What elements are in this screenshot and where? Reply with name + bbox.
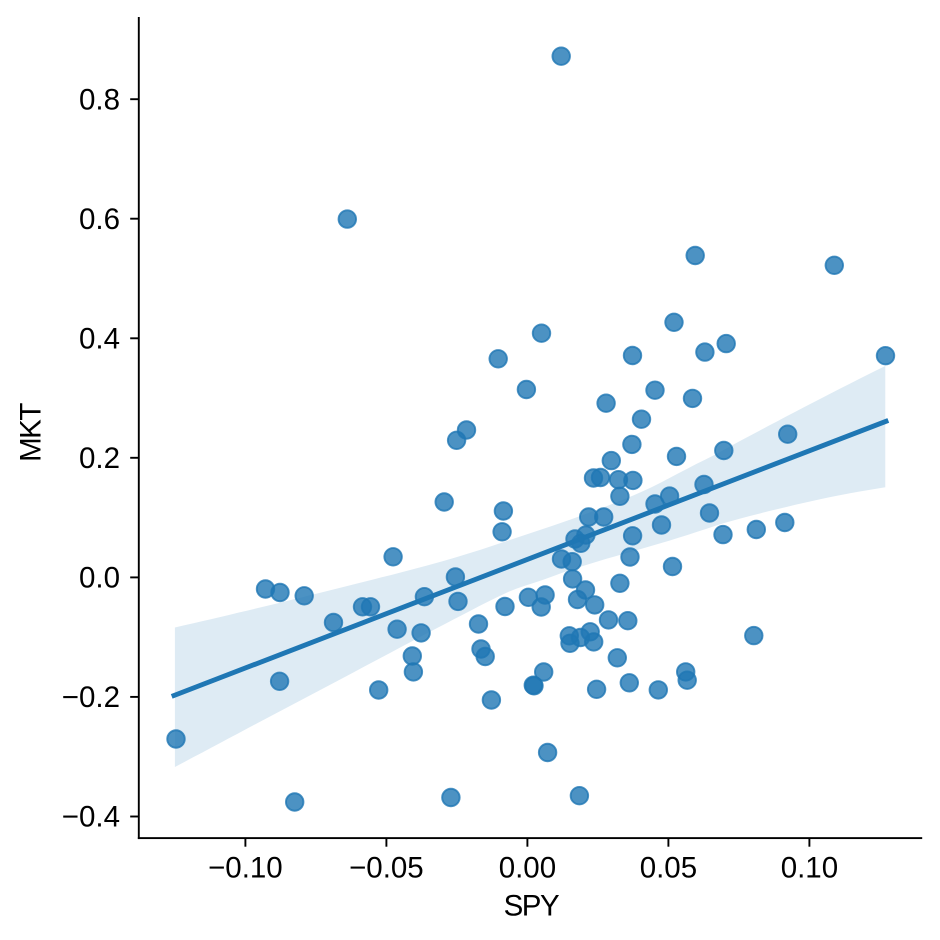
svg-text:0.05: 0.05 — [640, 852, 697, 885]
svg-text:0.6: 0.6 — [79, 203, 120, 236]
svg-text:−0.4: −0.4 — [62, 801, 120, 834]
svg-text:0.4: 0.4 — [79, 322, 120, 355]
svg-text:−0.10: −0.10 — [208, 852, 283, 885]
svg-text:SPY: SPY — [504, 890, 560, 923]
svg-text:−0.2: −0.2 — [62, 681, 120, 714]
svg-text:0.2: 0.2 — [79, 442, 120, 475]
svg-text:0.10: 0.10 — [781, 852, 838, 885]
svg-text:0.8: 0.8 — [79, 83, 120, 116]
svg-text:−0.05: −0.05 — [349, 852, 424, 885]
svg-text:0.0: 0.0 — [79, 562, 120, 595]
svg-text:0.00: 0.00 — [499, 852, 556, 885]
svg-text:MKT: MKT — [15, 403, 48, 462]
